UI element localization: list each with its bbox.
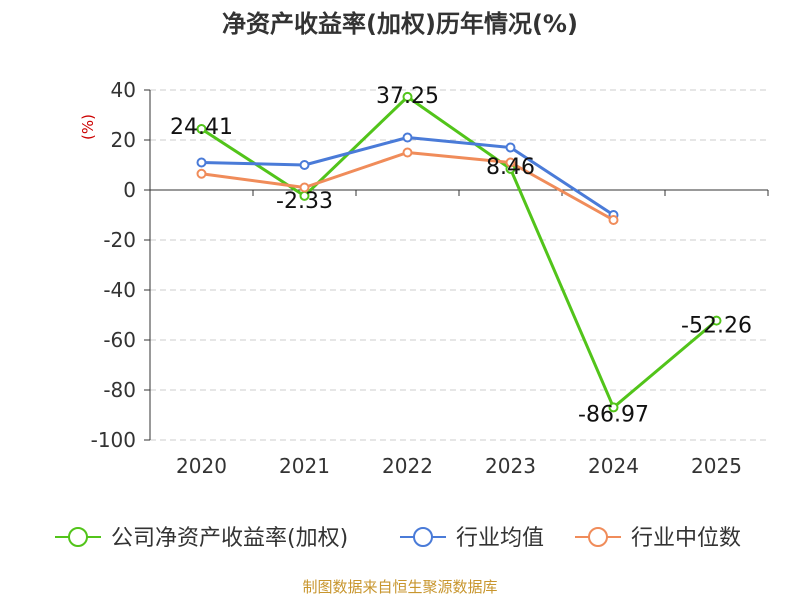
data-label: 8.46 bbox=[486, 155, 535, 180]
chart-title: 净资产收益率(加权)历年情况(%) bbox=[222, 10, 578, 38]
legend-label: 行业均值 bbox=[456, 526, 544, 551]
data-label: -52.26 bbox=[681, 314, 752, 339]
legend-item: 行业均值 bbox=[400, 526, 544, 551]
data-point bbox=[196, 157, 207, 168]
data-point bbox=[402, 132, 413, 143]
y-tick-label: 40 bbox=[111, 78, 136, 102]
legend: 公司净资产收益率(加权) 行业均值 行业中位数 bbox=[55, 526, 741, 551]
y-tick-label: -100 bbox=[91, 428, 136, 452]
data-point bbox=[608, 215, 619, 225]
x-tick-label: 2021 bbox=[279, 454, 330, 478]
data-point bbox=[196, 168, 207, 179]
x-tick-label: 2025 bbox=[691, 454, 742, 478]
y-tick-label: -60 bbox=[103, 328, 136, 352]
x-tick-label: 2022 bbox=[382, 454, 433, 478]
y-tick-label: -20 bbox=[103, 228, 136, 252]
legend-label: 公司净资产收益率(加权) bbox=[111, 526, 348, 551]
data-point bbox=[711, 315, 722, 326]
data-point bbox=[299, 182, 310, 193]
data-point bbox=[196, 123, 207, 134]
data-label: 24.41 bbox=[170, 115, 233, 140]
legend-item: 公司净资产收益率(加权) bbox=[55, 526, 348, 551]
x-tick-label: 2023 bbox=[485, 454, 536, 478]
legend-item: 行业中位数 bbox=[575, 526, 741, 551]
data-point bbox=[505, 157, 516, 168]
axes: 40 20 0 -20 -40 -60 -80 -100 (%) 2020 2021 2022 2023… bbox=[79, 78, 769, 478]
data-source-note: 制图数据来自恒生聚源数据库 bbox=[302, 578, 498, 596]
data-point bbox=[402, 91, 413, 102]
data-point bbox=[299, 160, 310, 170]
series-lines bbox=[196, 91, 722, 413]
data-point bbox=[402, 147, 413, 158]
y-tick-label: 20 bbox=[111, 128, 136, 152]
data-point bbox=[608, 402, 619, 413]
legend-marker bbox=[588, 527, 608, 547]
data-labels: 24.41 -2.33 37.25 8.46 -86.97 -52.26 bbox=[170, 84, 752, 428]
x-tick-label: 2024 bbox=[588, 454, 639, 478]
data-point bbox=[505, 142, 516, 153]
data-label: -86.97 bbox=[578, 402, 649, 427]
data-label: -2.33 bbox=[276, 189, 333, 214]
y-tick-label: -80 bbox=[103, 378, 136, 402]
y-tick-label: 0 bbox=[123, 178, 136, 202]
y-tick-label: -40 bbox=[103, 278, 136, 302]
legend-marker bbox=[68, 527, 88, 547]
legend-label: 行业中位数 bbox=[631, 526, 741, 551]
y-axis-unit-label: (%) bbox=[79, 114, 97, 140]
legend-marker bbox=[413, 527, 433, 547]
data-label: 37.25 bbox=[376, 84, 439, 109]
x-tick-label: 2020 bbox=[176, 454, 227, 478]
